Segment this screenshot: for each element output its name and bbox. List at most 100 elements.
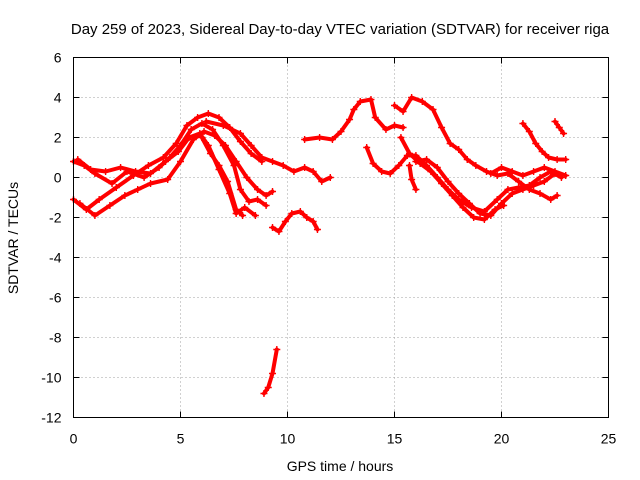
data-point [303,214,311,221]
data-point [273,346,281,353]
data-point [530,182,538,189]
data-point [91,212,99,219]
data-point [470,214,478,221]
data-point [483,168,491,175]
data-point [254,186,262,193]
data-point [405,162,413,169]
data-point [102,168,110,175]
data-point [498,164,505,171]
y-tick-label: -6 [49,290,62,306]
data-point [129,172,137,179]
data-point [536,174,544,181]
data-point [487,170,495,177]
data-point [455,190,463,197]
data-point [147,180,155,187]
data-point [463,156,471,163]
data-point [519,120,527,127]
data-point [423,156,431,163]
data-point [551,168,559,175]
data-point [446,140,454,147]
data-series [397,134,508,223]
data-point [258,154,266,161]
x-tick-label: 5 [177,431,185,447]
data-series [391,94,561,203]
y-axis-label: SDTVAR / TECUs [5,182,21,294]
data-point [519,172,527,179]
data-point [198,134,206,141]
series-trace [204,119,333,184]
data-point [309,218,317,225]
data-point [346,116,354,123]
data-point [536,190,544,197]
data-point [395,162,403,169]
data-point [301,136,309,143]
data-series [487,164,570,179]
y-tick-label: 4 [54,90,62,106]
data-point [367,96,375,103]
data-point [316,134,324,141]
data-point [551,118,559,125]
data-point [427,168,435,175]
series-trace [71,111,264,212]
data-point [555,124,563,131]
x-tick-label: 15 [387,431,403,447]
data-point [416,160,424,167]
data-point [87,166,95,173]
data-point [369,160,377,167]
data-point [260,390,268,397]
data-point [162,158,170,165]
data-point [530,168,538,175]
data-point [313,226,321,233]
data-point [553,156,561,163]
data-point [350,106,358,113]
data-point [472,162,480,169]
data-point [438,180,446,187]
data-point [356,98,364,105]
data-point [117,164,125,171]
data-point [95,196,103,203]
data-point [296,208,304,215]
data-point [202,118,210,125]
data-point [174,148,182,155]
data-point [230,162,238,169]
data-point [211,132,219,139]
data-point [455,146,463,153]
data-point [76,200,84,207]
data-series [260,346,281,397]
data-point [269,370,277,377]
data-point [438,124,446,131]
data-point [132,168,140,175]
data-series [76,128,277,219]
plot-frame [73,57,609,418]
data-point [444,178,452,185]
data-point [74,156,82,163]
data-point [504,186,512,193]
data-point [429,106,437,113]
data-point [519,186,527,193]
x-tick-label: 20 [494,431,510,447]
grid [73,57,609,418]
data-point [397,134,405,141]
data-point [106,202,114,209]
data-point [144,162,152,169]
data-point [337,128,345,135]
data-point [382,126,390,133]
y-tick-label: 0 [54,170,62,186]
data-point [538,148,546,155]
data-point [198,120,206,127]
chart-title: Day 259 of 2023, Sidereal Day-to-day VTE… [71,21,610,38]
series-trace [262,347,279,396]
x-axis-label: GPS time / hours [287,458,394,474]
series-trace [199,135,245,218]
data-point [288,210,296,217]
data-point [247,150,255,157]
data-point [243,174,251,181]
data-point [183,122,191,129]
data-point [371,114,379,121]
data-point [326,174,334,181]
data-point [232,206,240,213]
data-point [493,172,501,179]
data-point [301,164,309,171]
data-point [547,196,555,203]
